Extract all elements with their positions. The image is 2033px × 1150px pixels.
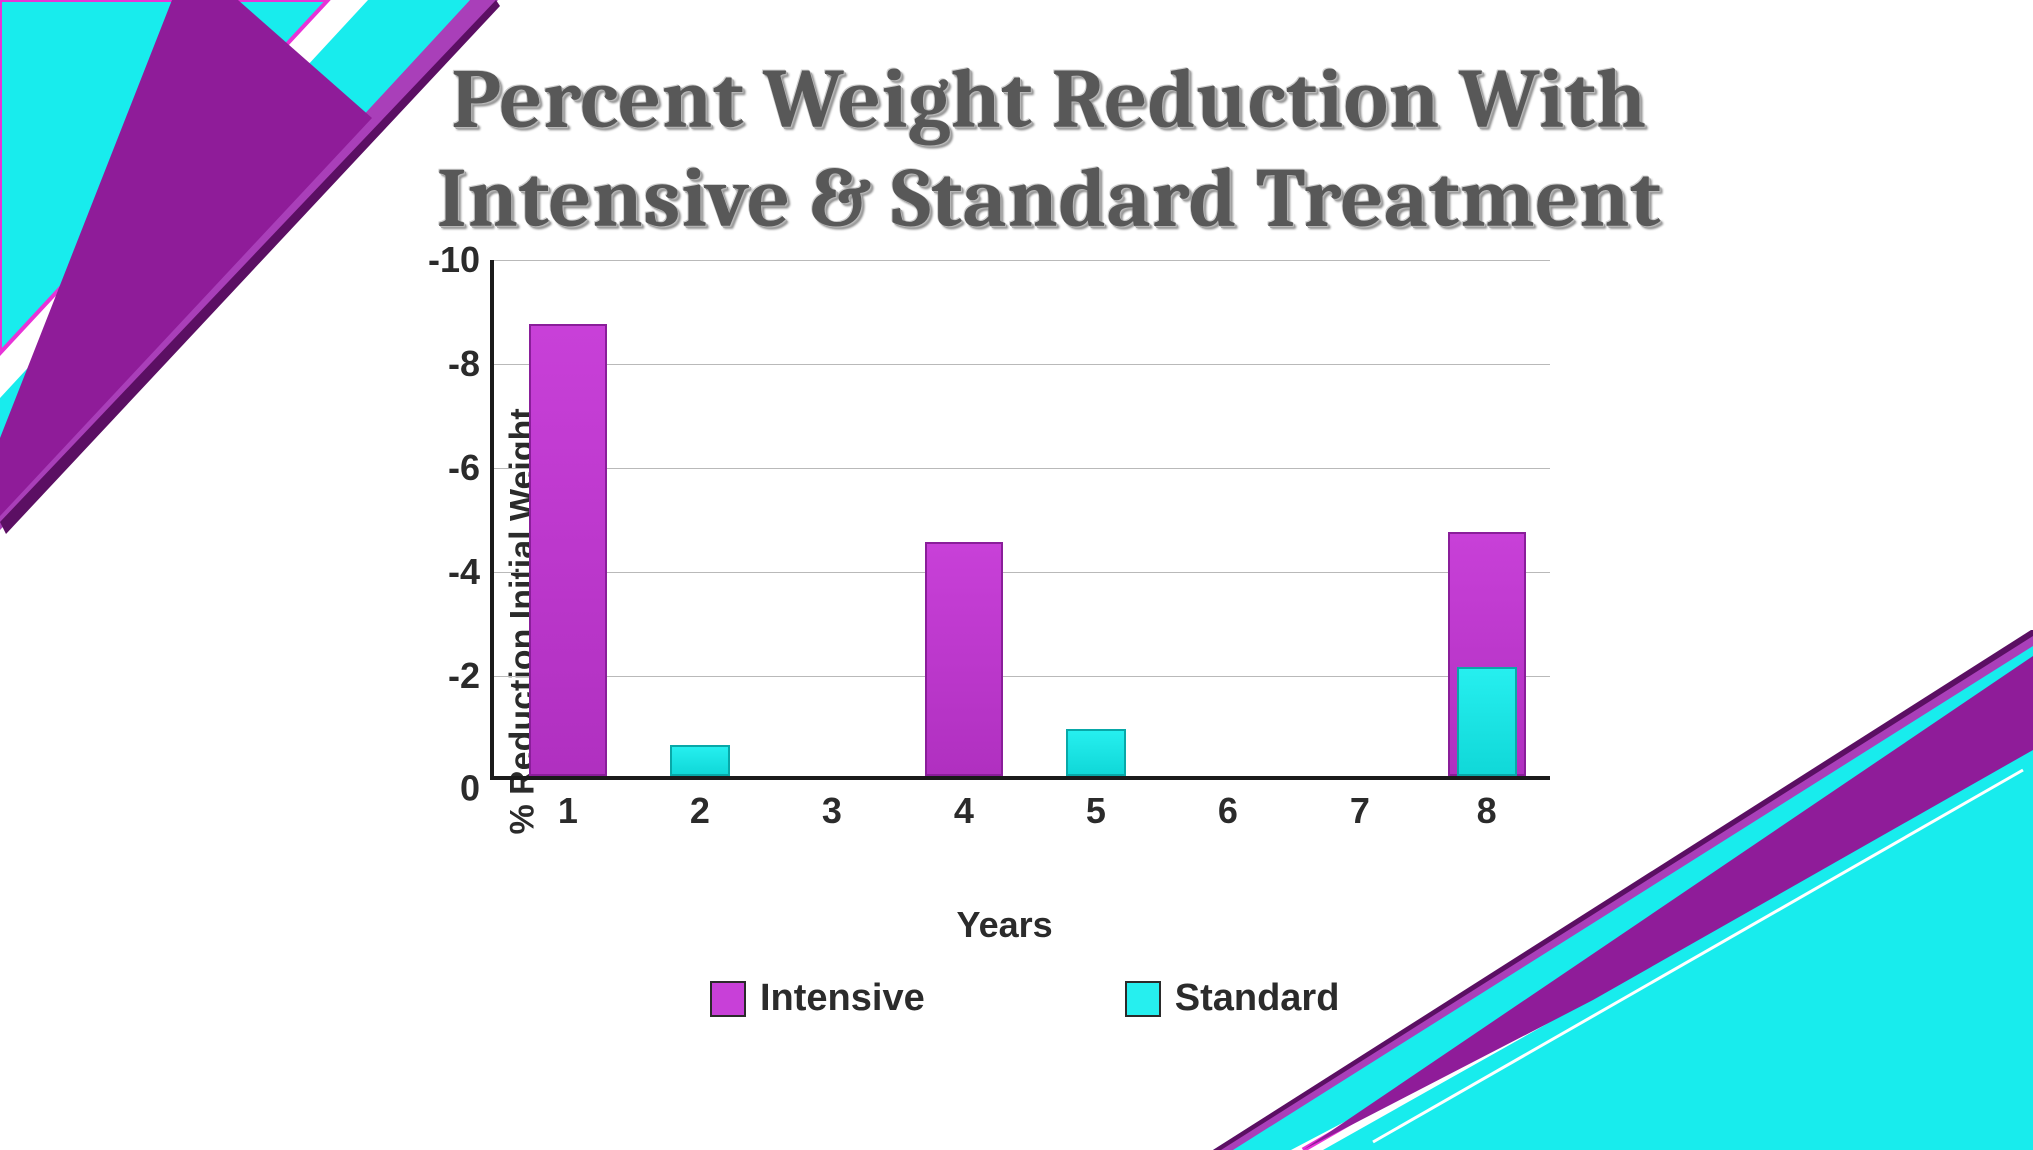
x-tick-label: 8: [1477, 790, 1497, 832]
gridline: [494, 364, 1550, 365]
x-tick-label: 4: [954, 790, 974, 832]
y-tick-label: -10: [428, 239, 480, 281]
x-tick-label: 2: [690, 790, 710, 832]
legend-item-standard: Standard: [1125, 977, 1340, 1020]
chart-legend: Intensive Standard: [710, 977, 1339, 1020]
bar-standard: [1457, 667, 1517, 776]
gridline: [494, 260, 1550, 261]
y-tick-label: -8: [448, 343, 480, 385]
x-tick-label: 1: [558, 790, 578, 832]
legend-swatch-intensive: [710, 981, 746, 1017]
x-tick-label: 3: [822, 790, 842, 832]
plot-area: 0-2-4-6-8-1012345678: [490, 260, 1550, 780]
bar-chart: % Reduction Initial Weight 0-2-4-6-8-101…: [380, 260, 1610, 1000]
legend-label-intensive: Intensive: [760, 977, 925, 1020]
x-tick-label: 6: [1218, 790, 1238, 832]
chart-title: Percent Weight Reduction With Intensive …: [239, 50, 1859, 248]
bar-intensive: [529, 324, 607, 776]
y-tick-label: -4: [448, 551, 480, 593]
title-line-2: Intensive & Standard Treatment: [437, 150, 1662, 247]
legend-swatch-standard: [1125, 981, 1161, 1017]
bar-standard: [670, 745, 730, 776]
y-tick-label: -2: [448, 655, 480, 697]
x-axis-label: Years: [957, 904, 1053, 946]
bar-standard: [1066, 729, 1126, 776]
gridline: [494, 572, 1550, 573]
legend-label-standard: Standard: [1175, 977, 1340, 1020]
y-tick-label: -6: [448, 447, 480, 489]
title-line-1: Percent Weight Reduction With: [451, 51, 1647, 148]
legend-item-intensive: Intensive: [710, 977, 925, 1020]
x-tick-label: 7: [1350, 790, 1370, 832]
gridline: [494, 468, 1550, 469]
bar-intensive: [925, 542, 1003, 776]
y-tick-label: 0: [460, 767, 480, 809]
x-tick-label: 5: [1086, 790, 1106, 832]
gridline: [494, 676, 1550, 677]
